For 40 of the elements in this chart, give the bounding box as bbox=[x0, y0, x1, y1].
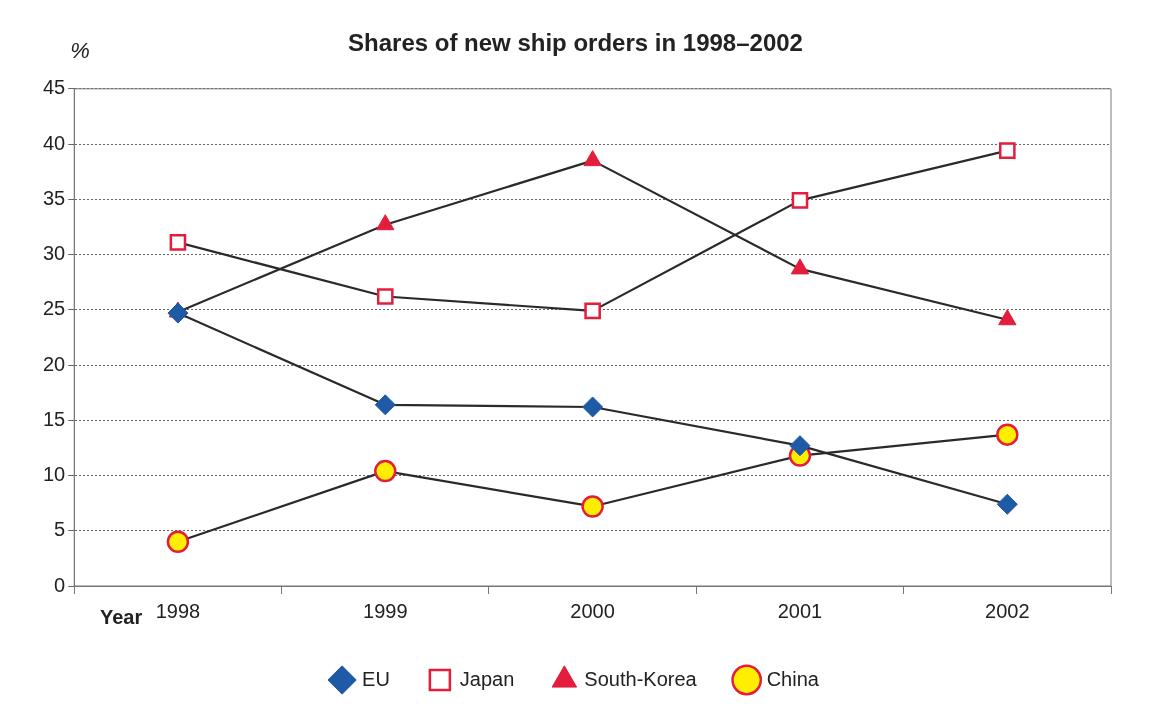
point bbox=[790, 258, 810, 275]
y-tick-label: 25 bbox=[43, 297, 66, 320]
y-tick-label: 30 bbox=[43, 242, 66, 265]
point bbox=[582, 396, 604, 418]
x-tick-label: 1998 bbox=[155, 599, 201, 622]
chart-title: Shares of new ship orders in 1998–2002 bbox=[348, 29, 803, 57]
point bbox=[996, 493, 1018, 515]
point bbox=[999, 142, 1016, 159]
legend-label: South-Korea bbox=[584, 667, 698, 690]
point bbox=[791, 192, 809, 209]
legend-label: EU bbox=[362, 667, 390, 690]
x-tick-label: 2002 bbox=[985, 599, 1030, 622]
x-tick-label: 1999 bbox=[363, 599, 408, 622]
x-axis-title: Year bbox=[100, 605, 143, 628]
y-tick-label: 35 bbox=[43, 186, 66, 209]
x-tick-label: 2000 bbox=[570, 599, 615, 622]
y-tick-label: 40 bbox=[43, 131, 66, 154]
y-tick-label: 0 bbox=[54, 573, 66, 596]
point bbox=[166, 530, 190, 554]
point bbox=[376, 288, 394, 305]
point bbox=[374, 394, 396, 416]
point bbox=[581, 495, 604, 518]
y-axis-title: % bbox=[70, 37, 90, 63]
y-tick-label: 45 bbox=[43, 76, 66, 99]
x-tick-label: 2001 bbox=[777, 599, 823, 622]
legend-label: Japan bbox=[459, 667, 515, 690]
y-tick-label: 5 bbox=[54, 518, 66, 541]
point bbox=[169, 234, 187, 251]
legend-label: China bbox=[766, 667, 820, 690]
y-tick-label: 20 bbox=[43, 352, 66, 375]
point bbox=[374, 459, 397, 483]
point bbox=[998, 309, 1017, 326]
point bbox=[996, 423, 1019, 446]
point bbox=[789, 435, 811, 457]
point bbox=[376, 214, 395, 231]
point bbox=[167, 302, 189, 324]
y-tick-label: 15 bbox=[43, 407, 66, 430]
y-tick-label: 10 bbox=[43, 463, 66, 486]
point bbox=[583, 150, 602, 167]
point bbox=[584, 302, 601, 320]
